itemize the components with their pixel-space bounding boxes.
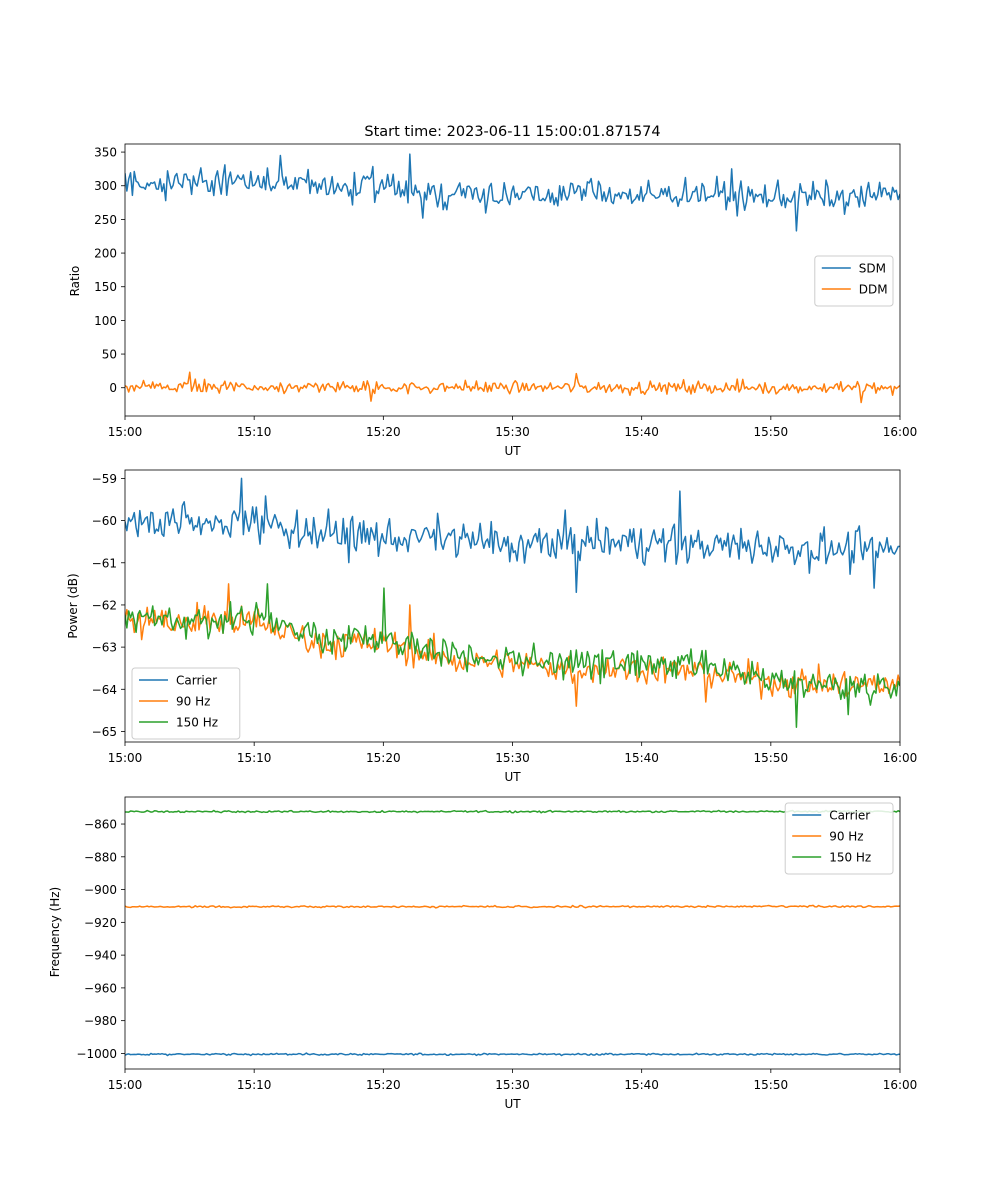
power-legend-label-150-hz: 150 Hz [176,716,218,730]
frequency-ytick-label: −1000 [76,1047,117,1061]
ratio-xlabel: UT [504,444,521,458]
frequency-xtick-label: 15:00 [108,1078,143,1092]
ratio-ylabel: Ratio [68,266,82,297]
power-xtick-label: 15:00 [108,751,143,765]
power-ytick-label: −62 [92,598,117,612]
power-ytick-label: −61 [92,556,117,570]
ratio-ytick-label: 0 [109,381,117,395]
power-series-150-hz [125,583,900,728]
ratio-ytick-label: 50 [102,348,117,362]
frequency-xtick-label: 15:10 [237,1078,272,1092]
ratio-xtick-label: 15:50 [754,425,789,439]
frequency-series-carrier [125,1052,900,1057]
power-ytick-label: −65 [92,725,117,739]
power-xtick-label: 15:30 [495,751,530,765]
power-xlabel: UT [504,770,521,784]
power-legend-label-90-hz: 90 Hz [176,695,210,709]
power-xtick-label: 16:00 [883,751,918,765]
ratio-xtick-label: 15:30 [495,425,530,439]
frequency-ylabel: Frequency (Hz) [48,887,62,978]
frequency-series-90-hz [125,904,900,909]
power-xtick-label: 15:20 [366,751,401,765]
ratio-ytick-label: 300 [94,179,117,193]
frequency-ytick-label: −900 [84,883,117,897]
frequency-panel: Frequency (Hz) UT 15:00 15:10 15:20 15:30 15… [48,796,918,1111]
power-xtick-label: 15:10 [237,751,272,765]
frequency-xtick-label: 15:30 [495,1078,530,1092]
frequency-ytick-label: −960 [84,981,117,995]
power-legend: Carrier 90 Hz 150 Hz [131,667,241,740]
ratio-xtick-label: 15:20 [366,425,401,439]
ratio-legend-label-sdm: SDM [859,262,886,276]
power-ytick-label: −64 [92,683,117,697]
ratio-series-ddm [125,371,900,404]
frequency-legend: Carrier 90 Hz 150 Hz [784,802,894,875]
frequency-xtick-label: 16:00 [883,1078,918,1092]
frequency-xtick-label: 15:20 [366,1078,401,1092]
frequency-legend-label-150-hz: 150 Hz [829,851,871,865]
frequency-xlabel: UT [504,1097,521,1111]
frequency-legend-label-90-hz: 90 Hz [829,830,863,844]
power-ytick-label: −63 [92,641,117,655]
frequency-xtick-label: 15:40 [624,1078,659,1092]
frequency-legend-label-carrier: Carrier [829,809,870,823]
ratio-ytick-label: 150 [94,280,117,294]
power-xtick-label: 15:50 [754,751,789,765]
ratio-panel: Ratio UT 15:00 15:10 15:20 15:30 15:40 15:50 1… [68,143,918,458]
ratio-ytick-label: 200 [94,247,117,261]
power-ylabel: Power (dB) [66,573,80,638]
ratio-ytick-label: 100 [94,314,117,328]
frequency-ytick-label: −980 [84,1014,117,1028]
ratio-legend-label-ddm: DDM [859,283,888,297]
ratio-xtick-label: 15:10 [237,425,272,439]
power-panel: Power (dB) UT 15:00 15:10 15:20 15:30 15:40 1… [66,469,918,784]
frequency-ytick-label: −880 [84,850,117,864]
ratio-ytick-label: 350 [94,146,117,160]
ratio-series-sdm [125,153,900,232]
power-legend-label-carrier: Carrier [176,674,217,688]
ratio-xtick-label: 15:40 [624,425,659,439]
frequency-series-150-hz [125,809,900,814]
frequency-ytick-label: −860 [84,818,117,832]
figure-title: Start time: 2023-06-11 15:00:01.871574 [364,124,660,140]
power-series-carrier [125,477,900,594]
frequency-ytick-label: −920 [84,916,117,930]
ratio-legend: SDM DDM [814,255,894,307]
ratio-xtick-label: 16:00 [883,425,918,439]
power-ytick-label: −60 [92,514,117,528]
ratio-xtick-label: 15:00 [108,425,143,439]
power-xtick-label: 15:40 [624,751,659,765]
frequency-xtick-label: 15:50 [754,1078,789,1092]
power-ytick-label: −59 [92,472,117,486]
frequency-ytick-label: −940 [84,949,117,963]
ratio-ytick-label: 250 [94,213,117,227]
